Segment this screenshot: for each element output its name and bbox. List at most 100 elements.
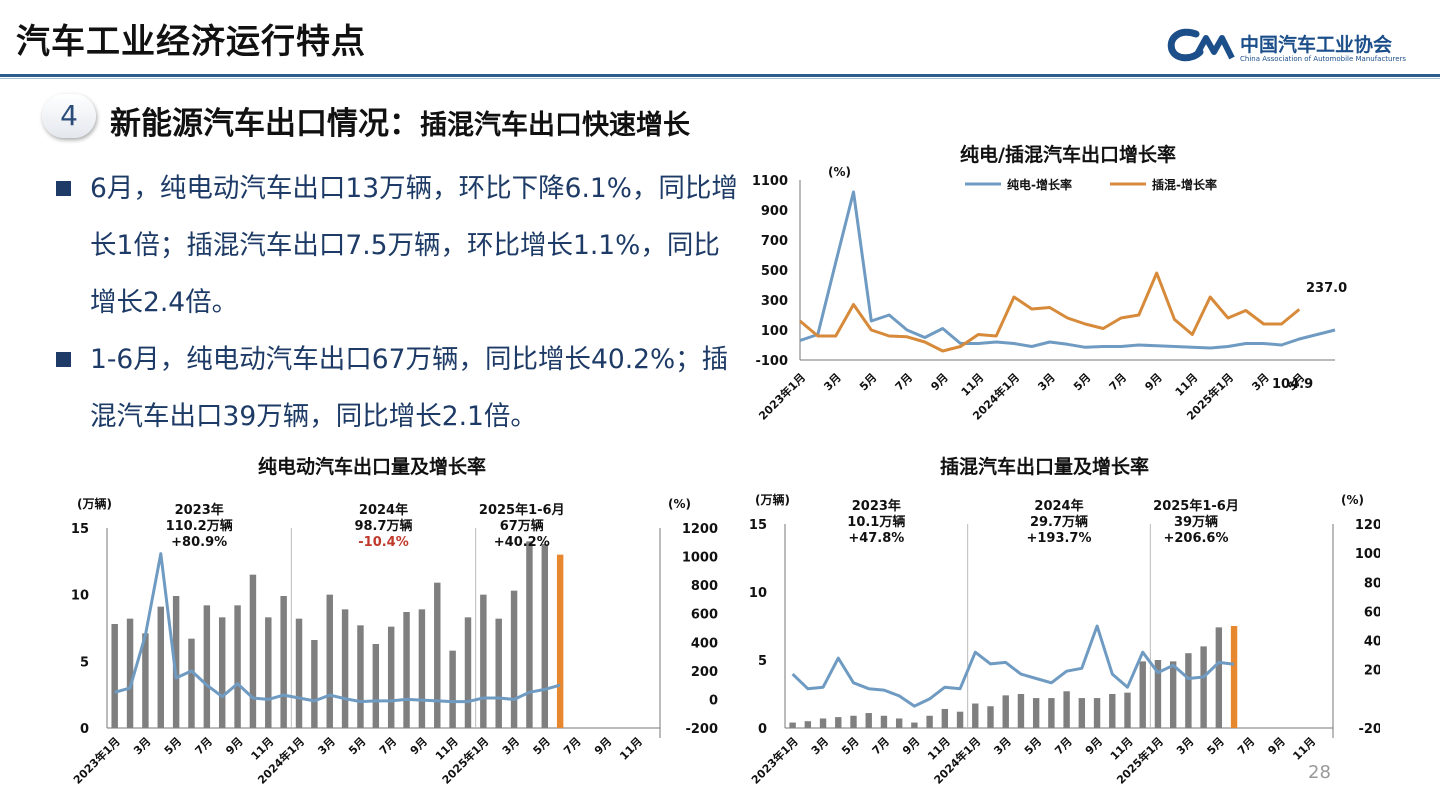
growth-rate-line	[791, 624, 1235, 708]
bar	[850, 715, 857, 728]
x-tick-label: 3月	[1249, 371, 1271, 393]
annotation-growth: +80.9%	[171, 535, 227, 550]
y-tick-label-left: 0	[80, 722, 89, 737]
x-tick-label: 11月	[1108, 735, 1136, 763]
x-tick-label: 2023年1月	[756, 370, 809, 423]
bar	[1063, 691, 1070, 728]
bar	[172, 596, 180, 728]
annotation-total: 29.7万辆	[1030, 514, 1088, 530]
bar	[280, 596, 287, 728]
x-tick-label: 7月	[1235, 735, 1257, 757]
legend-label: 插混-增长率	[1152, 177, 1217, 192]
y-tick-label-right: 600	[1364, 605, 1380, 620]
bar	[819, 718, 827, 728]
section-heading-main: 新能源汽车出口情况：	[110, 106, 420, 142]
bullet-text: 6月，纯电动汽车出口13万辆，环比下降6.1%，同比增长1倍；插混汽车出口7.5…	[90, 173, 738, 318]
bar	[157, 606, 164, 728]
annotation-total: 39万辆	[1174, 514, 1218, 530]
y-tick-label-left: 5	[758, 654, 767, 669]
page-number: 28	[1308, 762, 1331, 783]
bar	[926, 715, 933, 728]
bar	[188, 638, 195, 728]
bar	[789, 722, 796, 728]
bar	[1032, 698, 1040, 728]
x-tick-label: 7月	[193, 735, 215, 757]
growth-rate-line	[114, 552, 561, 704]
x-tick-label: 3月	[131, 735, 153, 757]
bar	[341, 609, 349, 728]
bar	[1002, 695, 1009, 728]
data-label-phev: 237.0	[1306, 281, 1347, 296]
bar	[865, 713, 872, 728]
bar-highlight	[556, 554, 564, 728]
x-tick-label: 11月	[959, 371, 987, 399]
bar	[972, 703, 979, 728]
x-tick-label: 9月	[1083, 735, 1105, 757]
section-heading-sub: 插混汽车出口快速增长	[420, 110, 690, 141]
x-tick-label: 7月	[561, 735, 583, 757]
chart-title-bev: 纯电动汽车出口量及增长率	[258, 456, 487, 478]
y-tick-label-right: 200	[691, 665, 718, 680]
bar	[265, 617, 272, 728]
x-tick-label: 5月	[1022, 735, 1044, 757]
y-tick-label-left: 5	[80, 655, 89, 670]
x-tick-label: 5月	[839, 735, 861, 757]
x-tick-label: 11月	[617, 735, 645, 763]
annotation-label: 2025年1-6月	[1153, 498, 1239, 514]
bullet-item: 6月，纯电动汽车出口13万辆，环比下降6.1%，同比增长1倍；插混汽车出口7.5…	[50, 160, 740, 331]
y-tick-label: 900	[761, 204, 788, 219]
y-tick-label: 1100	[752, 174, 788, 189]
bar	[357, 625, 364, 728]
bullet-square-icon	[56, 352, 71, 367]
x-tick-label: 9月	[928, 371, 950, 393]
bar	[835, 717, 842, 728]
x-tick-label: 3月	[1035, 371, 1057, 393]
y-axis-label-right: (%)	[1341, 493, 1364, 507]
x-tick-label: 5月	[531, 735, 553, 757]
x-tick-label: 11月	[1290, 735, 1318, 763]
bar	[1048, 698, 1055, 728]
bullet-item: 1-6月，纯电动汽车出口67万辆，同比增长40.2%；插混汽车出口39万辆，同比…	[50, 331, 740, 445]
bar	[956, 711, 964, 728]
annotation-growth: +193.7%	[1026, 531, 1091, 546]
x-tick-label: 11月	[433, 735, 461, 763]
y-tick-label-right: 1000	[682, 551, 718, 566]
bar	[234, 605, 241, 728]
y-tick-label-left: 0	[758, 722, 767, 737]
y-tick-label: 100	[761, 324, 788, 339]
logo: 中国汽车工业协会 China Association of Automobile…	[1166, 28, 1434, 70]
annotation-total: 98.7万辆	[354, 518, 412, 534]
x-tick-label: 5月	[346, 735, 368, 757]
y-tick-label-right: 200	[1364, 664, 1380, 679]
annotation-total: 10.1万辆	[847, 514, 905, 530]
x-tick-label: 7月	[1107, 371, 1129, 393]
bar-highlight	[1230, 626, 1238, 728]
bar	[387, 626, 395, 728]
y-tick-label-right: 600	[691, 608, 718, 623]
y-tick-label-right: 800	[1364, 576, 1380, 591]
x-tick-label: 5月	[162, 735, 184, 757]
y-tick-label-right: -200	[1358, 722, 1380, 737]
y-axis-label-left: (万辆)	[77, 496, 112, 511]
bar	[111, 624, 118, 728]
header-divider-thin	[0, 78, 1440, 79]
y-tick-label-right: 1000	[1355, 547, 1380, 562]
bar	[941, 708, 949, 728]
x-tick-label: 9月	[408, 735, 430, 757]
y-axis-label: (%)	[828, 165, 851, 179]
y-tick-label-left: 10	[749, 586, 767, 601]
bar	[1185, 653, 1192, 728]
x-tick-label: 5月	[857, 371, 879, 393]
bar	[1093, 698, 1101, 728]
bar	[1215, 627, 1223, 728]
bar	[403, 612, 410, 728]
bar	[1109, 694, 1116, 728]
bar	[126, 618, 134, 728]
y-tick-label: 700	[761, 234, 788, 249]
bev-export-chart: (万辆) (%) 15 10 5 0 1200 1000 800 600 400 200 0 -200 20…	[70, 496, 718, 787]
bar	[326, 594, 333, 728]
y-tick-label-left: 15	[749, 518, 767, 533]
bar	[203, 605, 211, 728]
y-tick-label-left: 15	[71, 522, 89, 537]
